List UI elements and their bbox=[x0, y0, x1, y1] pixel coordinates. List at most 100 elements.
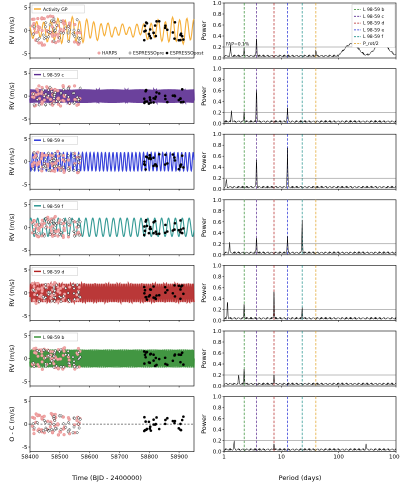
espresso-post-point bbox=[173, 419, 177, 423]
espresso-pre-point bbox=[44, 164, 48, 168]
espresso-post-point bbox=[144, 295, 148, 299]
harps-point bbox=[46, 162, 50, 166]
y-tick-label: 0.6 bbox=[213, 154, 222, 160]
espresso-post-point bbox=[180, 351, 184, 354]
harps-point bbox=[46, 283, 50, 287]
espresso-post-point bbox=[144, 155, 148, 158]
y-tick-label: -5 bbox=[22, 314, 28, 320]
espresso-post-point bbox=[164, 418, 167, 422]
espresso-pre-point bbox=[52, 414, 56, 419]
espresso-post-point bbox=[144, 88, 148, 92]
x-tick-label: 58400 bbox=[21, 455, 39, 461]
espresso-post-point bbox=[171, 31, 175, 34]
y-tick-label: 5 bbox=[24, 268, 28, 274]
espresso-post-point bbox=[173, 156, 176, 159]
periodogram-panel-5: 0.0 0.2 0.4 0.6 0.8 1.0 Power bbox=[200, 329, 397, 390]
espresso-post-point bbox=[179, 228, 183, 231]
espresso-pre-point bbox=[48, 290, 52, 294]
espresso-pre-point bbox=[32, 151, 36, 155]
y-axis-label: Power bbox=[200, 217, 208, 237]
espresso-pre-point bbox=[31, 421, 35, 426]
espresso-post-point bbox=[144, 218, 148, 222]
espresso-pre-point bbox=[50, 299, 54, 303]
harps-point bbox=[40, 29, 44, 33]
harps-point bbox=[62, 346, 67, 350]
espresso-post-point bbox=[163, 356, 167, 360]
espresso-pre-point bbox=[53, 426, 57, 431]
espresso-pre-point bbox=[59, 19, 63, 24]
espresso-pre-point bbox=[41, 348, 45, 352]
legend-harps-marker bbox=[97, 51, 101, 55]
harps-point bbox=[49, 296, 53, 300]
y-tick-label: 1.0 bbox=[213, 198, 222, 204]
espresso-pre-point bbox=[48, 30, 52, 35]
espresso-post-point bbox=[157, 293, 161, 297]
harps-point bbox=[48, 226, 52, 230]
harps-point bbox=[32, 298, 36, 302]
harps-point bbox=[78, 31, 82, 35]
panel-legend: L 98-59 b bbox=[31, 332, 78, 342]
y-tick-label: 0.0 bbox=[213, 318, 222, 324]
espresso-post-point bbox=[142, 233, 146, 237]
harps-point bbox=[36, 235, 40, 239]
harps-point bbox=[53, 33, 57, 37]
harps-point bbox=[56, 159, 60, 163]
espresso-pre-point bbox=[44, 166, 48, 170]
espresso-post-point bbox=[155, 20, 158, 23]
harps-point bbox=[68, 432, 72, 436]
espresso-post-point bbox=[166, 416, 169, 420]
harps-point bbox=[33, 416, 37, 420]
y-tick-label: 0 bbox=[24, 422, 28, 428]
harps-point bbox=[59, 430, 63, 434]
harps-point bbox=[76, 346, 80, 351]
espresso-post-point bbox=[152, 418, 155, 421]
espresso-post-point bbox=[154, 422, 158, 426]
espresso-post-point bbox=[179, 219, 182, 222]
espresso-post-point bbox=[152, 423, 155, 426]
y-tick-label: 0.8 bbox=[213, 274, 222, 280]
espresso-pre-point bbox=[53, 288, 57, 293]
espresso-pre-point bbox=[72, 359, 76, 364]
espresso-post-point bbox=[163, 285, 167, 289]
harps-point bbox=[56, 32, 60, 36]
espresso-pre-point bbox=[44, 420, 48, 425]
espresso-pre-point bbox=[50, 19, 54, 23]
harps-point bbox=[46, 15, 50, 19]
espresso-post-point bbox=[179, 422, 182, 426]
espresso-pre-point bbox=[64, 93, 68, 97]
x-tick-label: 58800 bbox=[141, 455, 159, 461]
espresso-post-point bbox=[143, 225, 146, 228]
espresso-pre-point bbox=[52, 231, 56, 236]
espresso-post-point bbox=[171, 291, 175, 295]
espresso-pre-point bbox=[59, 230, 63, 235]
y-tick-label: 0.4 bbox=[213, 428, 222, 434]
espresso-pre-point bbox=[52, 158, 56, 163]
harps-point bbox=[32, 227, 36, 231]
espresso-pre-point bbox=[78, 86, 82, 91]
fap-label: FAP=0.1% bbox=[226, 42, 250, 48]
espresso-post-point bbox=[179, 100, 183, 104]
espresso-post-point bbox=[155, 294, 158, 297]
harps-point bbox=[39, 92, 43, 96]
harps-point bbox=[33, 219, 37, 223]
espresso-pre-point bbox=[72, 291, 76, 296]
y-tick-label: 0.2 bbox=[213, 242, 222, 248]
harps-point bbox=[56, 39, 60, 43]
espresso-post-point bbox=[149, 101, 153, 104]
legend-label: P_rot/2 bbox=[363, 41, 379, 47]
espresso-post-point bbox=[171, 419, 175, 423]
harps-point bbox=[37, 92, 41, 96]
espresso-pre-point bbox=[41, 294, 45, 299]
harps-point bbox=[40, 86, 44, 90]
espresso-pre-point bbox=[75, 430, 79, 435]
espresso-pre-point bbox=[64, 26, 68, 30]
espresso-post-point bbox=[152, 285, 155, 288]
harps-point bbox=[40, 367, 44, 371]
espresso-post-point bbox=[155, 232, 158, 236]
espresso-post-point bbox=[163, 94, 167, 98]
y-tick-label: -5 bbox=[22, 379, 28, 385]
espresso-post-point bbox=[143, 291, 146, 295]
espresso-post-point bbox=[173, 295, 177, 298]
espresso-pre-point bbox=[73, 100, 77, 105]
harps-point bbox=[61, 285, 65, 289]
